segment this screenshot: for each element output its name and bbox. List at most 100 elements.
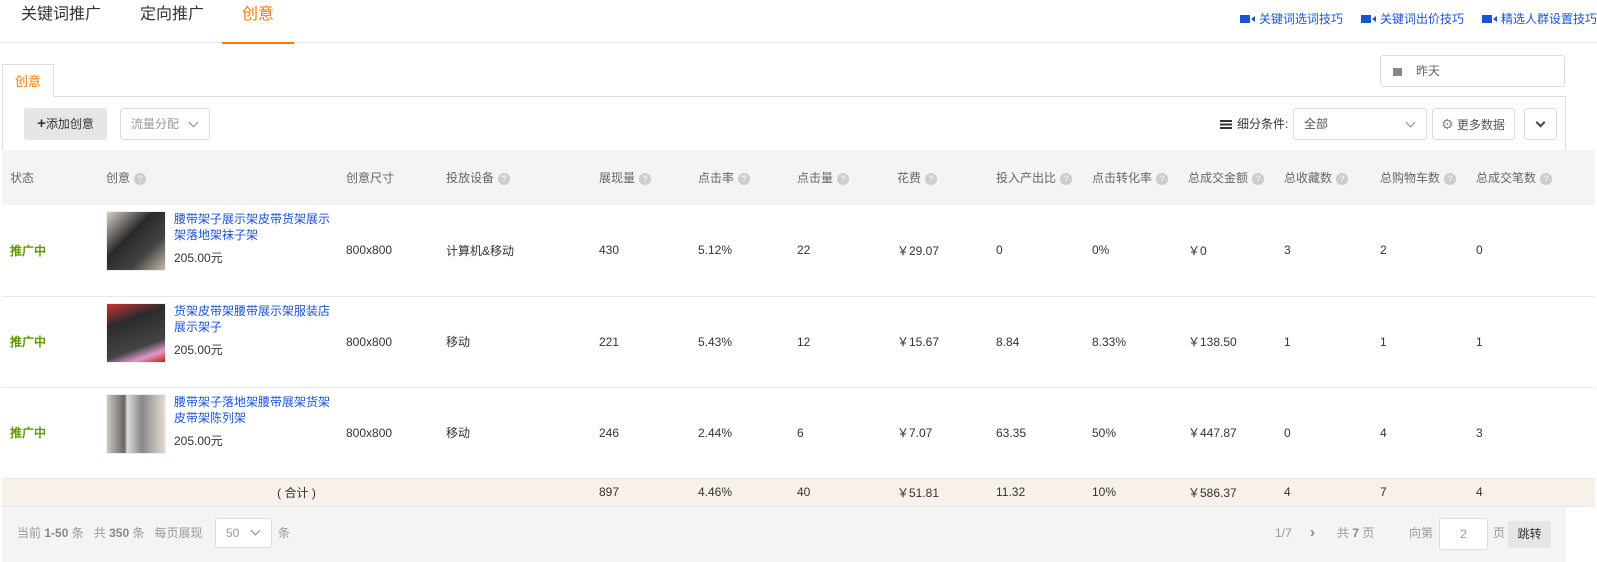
creative-price: 205.00元 xyxy=(174,342,223,357)
gmv-cell: ￥138.50 xyxy=(1180,296,1276,388)
orders-cell: 0 xyxy=(1468,205,1595,297)
device-cell: 计算机&移动 xyxy=(438,205,591,297)
plus-icon: + xyxy=(37,115,46,132)
column-label: 创意尺寸 xyxy=(346,171,395,185)
device-cell: 移动 xyxy=(438,296,591,388)
creative-thumbnail[interactable] xyxy=(106,393,166,454)
column-header: 总收藏数? xyxy=(1276,150,1372,205)
column-label: 总购物车数 xyxy=(1380,171,1441,185)
table-row: 推广中 腰带架子落地架腰带展架货架皮带架陈列架 205.00元 800x800 移动 24… xyxy=(2,387,1595,479)
help-icon[interactable]: ? xyxy=(498,172,511,185)
cvr-cell: 50% xyxy=(1084,387,1180,479)
column-label: 点击转化率 xyxy=(1092,171,1153,185)
range-info: 当前 1-50 条 共 350 条 每页展现 xyxy=(17,526,203,540)
clicks-cell: 12 xyxy=(789,296,889,388)
chevron-down-icon xyxy=(188,117,199,128)
help-icon[interactable]: ? xyxy=(639,172,652,185)
total-cost: ￥51.81 xyxy=(889,478,988,507)
column-label: 总成交金额 xyxy=(1188,171,1249,185)
help-icon[interactable]: ? xyxy=(1336,172,1349,185)
segment-select[interactable]: 全部 xyxy=(1293,108,1427,140)
total-carts: 7 xyxy=(1372,478,1468,507)
unit-label: 条 xyxy=(278,526,291,540)
toolbar: +添加创意 流量分配 细分条件: 全部 ⚙ 更多数据 xyxy=(2,96,1566,150)
help-icon[interactable]: ? xyxy=(1444,172,1457,185)
subtab-creative[interactable]: 创意 xyxy=(2,64,54,97)
help-icon[interactable]: ? xyxy=(1540,172,1553,185)
creative-price: 205.00元 xyxy=(174,251,223,266)
help-icon[interactable]: ? xyxy=(1156,172,1169,185)
column-label: 总成交笔数 xyxy=(1476,171,1537,185)
favorites-cell: 0 xyxy=(1276,387,1372,479)
gmv-cell: ￥447.87 xyxy=(1180,387,1276,479)
clicks-cell: 22 xyxy=(789,205,889,297)
tip-link-keyword-bidding[interactable]: 关键词出价技巧 xyxy=(1360,10,1464,27)
creative-title-link[interactable]: 腰带架子落地架腰带展架货架皮带架陈列架 xyxy=(174,394,331,425)
creative-price: 205.00元 xyxy=(174,433,223,448)
help-icon[interactable]: ? xyxy=(738,172,751,185)
goto-page-input[interactable] xyxy=(1439,518,1488,550)
video-icon xyxy=(1239,14,1255,23)
next-page-icon[interactable]: › xyxy=(1310,524,1315,541)
status-cell: 推广中 xyxy=(2,387,98,479)
creative-thumbnail[interactable] xyxy=(106,302,166,363)
impressions-cell: 246 xyxy=(591,387,690,479)
column-label: 花费 xyxy=(897,171,922,185)
status-badge: 推广中 xyxy=(10,426,47,440)
tab-creative[interactable]: 创意 xyxy=(221,0,295,44)
more-data-button[interactable]: ⚙ 更多数据 xyxy=(1432,108,1515,140)
column-header: 投入产出比? xyxy=(988,150,1084,205)
orders-cell: 3 xyxy=(1468,387,1595,479)
date-picker[interactable]: 昨天 xyxy=(1380,55,1565,87)
traffic-label: 流量分配 xyxy=(131,117,180,131)
tips-links: 关键词选词技巧 关键词出价技巧 精选人群设置技巧 xyxy=(1239,10,1597,27)
carts-cell: 4 xyxy=(1372,387,1468,479)
total-gmv: ￥586.37 xyxy=(1180,478,1276,507)
tip-link-keyword-selection[interactable]: 关键词选词技巧 xyxy=(1239,10,1343,27)
pagination-bar: 当前 1-50 条 共 350 条 每页展现 50 条 1/7 › 共 7 页 … xyxy=(2,507,1566,562)
help-icon[interactable]: ? xyxy=(925,172,938,185)
status-cell: 推广中 xyxy=(2,205,98,297)
creative-title-link[interactable]: 腰带架子展示架皮带货架展示架落地架袜子架 xyxy=(174,212,331,243)
ctr-cell: 2.44% xyxy=(690,387,789,479)
column-label: 状态 xyxy=(10,171,35,185)
tip-label: 关键词选词技巧 xyxy=(1258,12,1343,26)
help-icon[interactable]: ? xyxy=(1252,172,1265,185)
cvr-cell: 0% xyxy=(1084,205,1180,297)
help-icon[interactable]: ? xyxy=(134,172,147,185)
cost-cell: ￥7.07 xyxy=(889,387,988,479)
help-icon[interactable]: ? xyxy=(837,172,850,185)
impressions-cell: 430 xyxy=(591,205,690,297)
column-header: 投放设备? xyxy=(438,150,591,205)
expand-button[interactable] xyxy=(1524,108,1557,140)
traffic-allocation-select[interactable]: 流量分配 xyxy=(120,108,210,140)
column-header: 点击转化率? xyxy=(1084,150,1180,205)
total-label: ( 合计 ) xyxy=(2,478,591,507)
creative-cell: 腰带架子落地架腰带展架货架皮带架陈列架 205.00元 xyxy=(98,387,338,479)
page-indicator: 1/7 xyxy=(1275,526,1292,540)
cvr-cell: 8.33% xyxy=(1084,296,1180,388)
creative-title-link[interactable]: 货架皮带架腰带展示架服装店展示架子 xyxy=(174,303,331,334)
goto-unit: 页 xyxy=(1493,526,1506,540)
tab-keyword-promotion[interactable]: 关键词推广 xyxy=(21,6,102,23)
column-header: 花费? xyxy=(889,150,988,205)
video-icon xyxy=(1360,14,1376,23)
per-page-select[interactable]: 50 xyxy=(215,518,272,548)
tip-link-audience[interactable]: 精选人群设置技巧 xyxy=(1481,10,1597,27)
help-icon[interactable]: ? xyxy=(1060,172,1073,185)
favorites-cell: 1 xyxy=(1276,296,1372,388)
total-clicks: 40 xyxy=(789,478,889,507)
goto-button[interactable]: 跳转 xyxy=(1508,521,1551,548)
add-creative-button[interactable]: +添加创意 xyxy=(24,108,107,140)
add-creative-label: 添加创意 xyxy=(45,117,94,131)
total-roi: 11.32 xyxy=(988,478,1084,507)
tab-targeting-promotion[interactable]: 定向推广 xyxy=(140,6,205,23)
column-header: 状态 xyxy=(2,150,98,205)
tip-label: 关键词出价技巧 xyxy=(1379,12,1464,26)
column-label: 点击率 xyxy=(698,171,735,185)
total-orders: 4 xyxy=(1468,478,1595,507)
gear-icon: ⚙ xyxy=(1441,116,1454,132)
carts-cell: 1 xyxy=(1372,296,1468,388)
table-row: 推广中 货架皮带架腰带展示架服装店展示架子 205.00元 800x800 移动 221 5… xyxy=(2,296,1595,388)
creative-thumbnail[interactable] xyxy=(106,211,166,272)
